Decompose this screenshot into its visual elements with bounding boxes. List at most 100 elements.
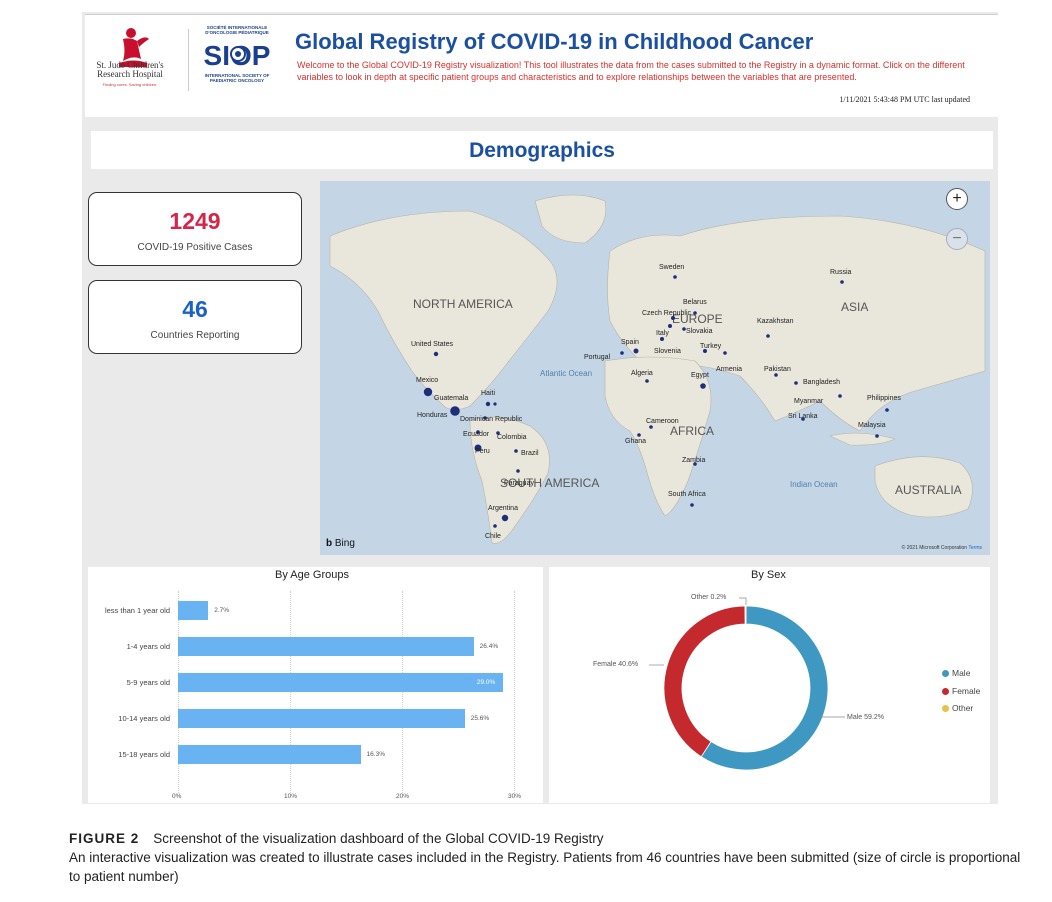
donut-slice-female[interactable] bbox=[663, 605, 746, 758]
x-tick-label: 30% bbox=[508, 793, 522, 800]
cases-count: 1249 bbox=[169, 208, 221, 234]
age-bar[interactable] bbox=[178, 709, 465, 728]
australia-land bbox=[874, 456, 973, 518]
page-title: Global Registry of COVID-19 in Childhood… bbox=[295, 29, 814, 54]
legend-male[interactable]: Male bbox=[942, 668, 970, 678]
map-label-chile: Chile bbox=[485, 533, 501, 540]
map-label-haiti: Haiti bbox=[481, 390, 495, 397]
map-label-slovenia: Slovenia bbox=[654, 348, 681, 355]
x-tick-label: 20% bbox=[396, 793, 410, 800]
map-label-dominican: Dominican Republic bbox=[460, 416, 523, 423]
map-label-paraguay: Paraguay bbox=[504, 480, 534, 487]
age-bar-value: 16.3% bbox=[366, 751, 385, 758]
age-bar-value: 26.4% bbox=[479, 643, 499, 650]
donut-label-other: Other 0.2% bbox=[691, 594, 727, 601]
map-label-slovakia: Slovakia bbox=[686, 328, 713, 335]
legend-female[interactable]: Female bbox=[942, 686, 980, 696]
map-label-portugal: Portugal bbox=[584, 354, 611, 361]
siop-logo: SIOP bbox=[201, 37, 273, 71]
bing-icon: b bbox=[326, 538, 333, 549]
age-category-label: less than 1 year old bbox=[104, 606, 170, 615]
map-label-sweden: Sweden bbox=[659, 264, 684, 271]
label-asia: ASIA bbox=[841, 300, 868, 314]
map-label-united-states: United States bbox=[411, 341, 454, 348]
south-america-land bbox=[469, 416, 550, 544]
sex-donut-svg bbox=[649, 597, 845, 771]
donut-label-male: Male 59.2% bbox=[847, 714, 884, 721]
terms-link[interactable]: Terms bbox=[968, 545, 982, 551]
age-bar[interactable] bbox=[178, 673, 503, 692]
age-bar-value: 2.7% bbox=[214, 607, 230, 614]
age-bar[interactable] bbox=[178, 745, 361, 764]
map-label-philippines: Philippines bbox=[867, 395, 901, 402]
map-label-cameroon: Cameroon bbox=[646, 418, 679, 425]
x-tick-label: 0% bbox=[172, 793, 182, 800]
section-title: Demographics bbox=[469, 139, 615, 162]
legend-dot-other bbox=[942, 705, 949, 713]
map-label-honduras: Honduras bbox=[417, 412, 448, 419]
last-updated: 1/11/2021 5:43:48 PM UTC last updated bbox=[839, 95, 970, 104]
map-label-armenia: Armenia bbox=[716, 366, 742, 373]
label-south-america: SOUTH AMERICA bbox=[500, 476, 599, 490]
north-america-land bbox=[329, 210, 558, 411]
figure-caption: FIGURE 2 Screenshot of the visualization … bbox=[69, 829, 1029, 886]
x-tick-label: 10% bbox=[284, 793, 298, 800]
map-label-peru: Peru bbox=[475, 448, 490, 455]
zoom-out-button[interactable]: − bbox=[946, 228, 968, 250]
map-label-turkey: Turkey bbox=[700, 343, 722, 350]
map-label-bangladesh: Bangladesh bbox=[803, 379, 840, 386]
grid-line bbox=[290, 591, 291, 793]
legend-dot-male bbox=[942, 670, 949, 678]
indonesia-land bbox=[829, 432, 896, 446]
siop-top-text: SOCIÉTÉ INTERNATIONALE D'ONCOLOGIE PÉDIA… bbox=[205, 25, 269, 35]
map-label-czech: Czech Republic bbox=[642, 310, 692, 317]
legend-dot-female bbox=[942, 688, 949, 696]
bing-attribution: b Bing bbox=[326, 538, 355, 549]
age-category-label: 10-14 years old bbox=[118, 714, 170, 723]
cases-label: COVID-19 Positive Cases bbox=[137, 242, 253, 253]
zoom-in-button[interactable]: + bbox=[946, 188, 968, 210]
logo-divider bbox=[188, 29, 189, 91]
grid-line bbox=[514, 591, 515, 793]
map-label-guatemala: Guatemala bbox=[434, 395, 468, 402]
figure-label: FIGURE 2 bbox=[69, 831, 140, 846]
sex-chart-title: By Sex bbox=[751, 569, 786, 581]
countries-count: 46 bbox=[182, 296, 208, 322]
map-label-zambia: Zambia bbox=[682, 457, 705, 464]
age-category-label: 5-9 years old bbox=[126, 678, 170, 687]
legend-other[interactable]: Other bbox=[942, 703, 973, 713]
age-groups-panel: By Age Groups 0% 10% 20% 30% less than 1 yea… bbox=[88, 567, 543, 803]
map-label-south-africa: South Africa bbox=[668, 491, 706, 498]
age-bar[interactable] bbox=[178, 637, 474, 656]
map-label-pakistan: Pakistan bbox=[764, 366, 791, 373]
age-bar-value: 29.0% bbox=[476, 679, 496, 686]
map-label-argentina: Argentina bbox=[488, 505, 518, 512]
label-north-america: NORTH AMERICA bbox=[413, 297, 513, 311]
age-category-label: 1-4 years old bbox=[126, 642, 170, 651]
label-australia: AUSTRALIA bbox=[895, 483, 962, 497]
grid-line bbox=[402, 591, 403, 793]
map-label-kazakhstan: Kazakhstan bbox=[757, 318, 794, 325]
stjude-name: St. Jude Children's Research Hospital bbox=[96, 60, 164, 79]
age-bar[interactable] bbox=[178, 601, 209, 620]
world-map[interactable]: NORTH AMERICA EUROPE ASIA AFRICA SOUTH A… bbox=[320, 181, 990, 555]
welcome-text: Welcome to the Global COVID-19 Registry … bbox=[297, 60, 965, 82]
age-category-label: 15-18 years old bbox=[118, 750, 170, 759]
donut-slice-other[interactable] bbox=[744, 605, 747, 625]
section-header: Demographics bbox=[91, 131, 993, 169]
dashboard-header: St. Jude Children's Research Hospital Fin… bbox=[85, 14, 998, 117]
label-atlantic: Atlantic Ocean bbox=[540, 369, 592, 378]
map-svg: NORTH AMERICA EUROPE ASIA AFRICA SOUTH A… bbox=[329, 194, 986, 544]
greenland-land bbox=[534, 194, 607, 244]
figure-title: Screenshot of the visualization dashboar… bbox=[153, 831, 604, 846]
donut-slice-male[interactable] bbox=[700, 605, 829, 771]
africa-land bbox=[604, 356, 712, 517]
figure-body: An interactive visualization was created… bbox=[69, 850, 1021, 884]
map-label-ghana: Ghana bbox=[625, 438, 646, 445]
donut-label-female: Female 40.6% bbox=[593, 661, 639, 668]
countries-card[interactable]: 46 Countries Reporting bbox=[88, 280, 302, 354]
age-bar-value: 25.6% bbox=[470, 715, 490, 722]
map-label-belarus: Belarus bbox=[683, 299, 707, 306]
cases-card[interactable]: 1249 COVID-19 Positive Cases bbox=[88, 192, 302, 266]
siop-bottom-text: INTERNATIONAL SOCIETY OF PAEDIATRIC ONCO… bbox=[204, 73, 270, 83]
